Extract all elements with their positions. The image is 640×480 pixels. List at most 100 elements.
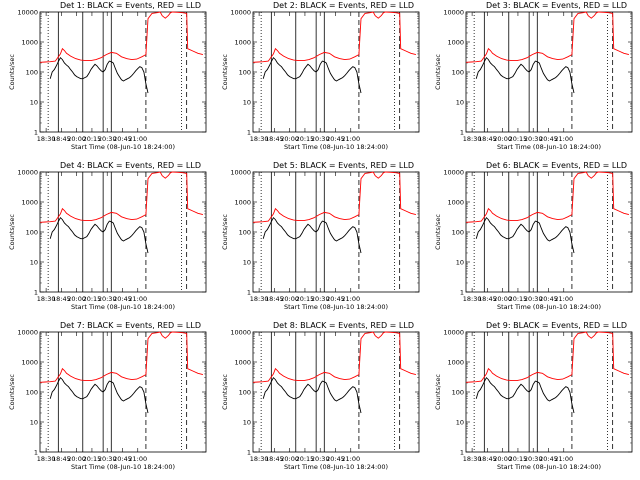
panel-8-x-tick-label: 20:30 bbox=[311, 455, 330, 463]
panel-8-plot-frame bbox=[252, 331, 420, 453]
panel-4-y-tick-label: 100 bbox=[26, 229, 38, 237]
panel-1-x-tick-label: 20:15 bbox=[83, 135, 102, 143]
panel-3-x-tick-label: 20:00 bbox=[493, 135, 512, 143]
panel-8-y-tick-label: 10 bbox=[243, 419, 251, 427]
panel-4-title: Det 4: BLACK = Events, RED = LLD bbox=[60, 161, 201, 170]
panel-7-y-tick-label: 10 bbox=[30, 419, 38, 427]
panel-4-x-tick-label: 18:45 bbox=[52, 295, 71, 303]
panel-2-title: Det 2: BLACK = Events, RED = LLD bbox=[273, 1, 414, 10]
panel-7-x-tick-label: 18:30 bbox=[37, 455, 56, 463]
panel-3-y-tick-label: 1 bbox=[460, 129, 464, 137]
panel-6-plot-frame bbox=[465, 171, 633, 293]
panel-7-x-tick-label: 21:00 bbox=[128, 455, 147, 463]
panel-6-y-tick-label: 1 bbox=[460, 289, 464, 297]
panel-5-x-tick-label: 18:45 bbox=[265, 295, 284, 303]
panel-9-y-axis-label: Counts/sec bbox=[434, 374, 442, 410]
panel-9-y-tick-label: 1000 bbox=[447, 359, 464, 367]
panel-6-y-tick-label: 1000 bbox=[447, 199, 464, 207]
panel-4-x-tick-label: 21:00 bbox=[128, 295, 147, 303]
panel-9-x-tick-label: 20:00 bbox=[493, 455, 512, 463]
panel-8-title: Det 8: BLACK = Events, RED = LLD bbox=[273, 321, 414, 330]
panel-4-y-tick-label: 1 bbox=[34, 289, 38, 297]
panel-4-plot-frame bbox=[39, 171, 207, 293]
panel-7-lld-series-line bbox=[39, 331, 204, 383]
panel-9-y-tick-label: 1 bbox=[460, 449, 464, 457]
panel-7-plot-frame bbox=[39, 331, 207, 453]
panel-8: Det 8: BLACK = Events, RED = LLD 1 10 100 10… bbox=[221, 321, 420, 471]
panel-7-x-tick-label: 20:45 bbox=[113, 455, 132, 463]
panel-4-x-tick-label: 20:15 bbox=[83, 295, 102, 303]
panel-1-y-axis-label: Counts/sec bbox=[8, 54, 16, 90]
panel-8-x-tick-label: 20:00 bbox=[280, 455, 299, 463]
panel-7: Det 7: BLACK = Events, RED = LLD 1 10 100 10… bbox=[8, 321, 207, 471]
panel-3-x-tick-label: 20:30 bbox=[524, 135, 543, 143]
panel-6-x-tick-label: 20:15 bbox=[509, 295, 528, 303]
panel-6-x-tick-label: 20:30 bbox=[524, 295, 543, 303]
panel-2-x-tick-label: 20:30 bbox=[311, 135, 330, 143]
panel-9-x-tick-label: 18:45 bbox=[478, 455, 497, 463]
panel-2-y-axis-label: Counts/sec bbox=[221, 54, 229, 90]
panel-9-events-series-line bbox=[475, 376, 575, 414]
panel-9-x-tick-label: 20:15 bbox=[509, 455, 528, 463]
panel-8-x-tick-label: 21:00 bbox=[341, 455, 360, 463]
panel-2-y-tick-label: 10 bbox=[243, 99, 251, 107]
panel-9-x-tick-label: 20:30 bbox=[524, 455, 543, 463]
panel-8-y-tick-label: 1 bbox=[247, 449, 251, 457]
panel-6-y-tick-label: 10 bbox=[456, 259, 464, 267]
panel-2-plot-frame bbox=[252, 11, 420, 133]
panel-5-x-axis-label: Start Time (08-Jun-10 18:24:00) bbox=[284, 303, 388, 311]
panel-9-title: Det 9: BLACK = Events, RED = LLD bbox=[486, 321, 627, 330]
panel-6: Det 6: BLACK = Events, RED = LLD 1 10 100 10… bbox=[434, 161, 633, 311]
panel-3-x-tick-label: 18:45 bbox=[478, 135, 497, 143]
panel-1-y-tick-label: 10 bbox=[30, 99, 38, 107]
panel-6-x-tick-label: 20:45 bbox=[539, 295, 558, 303]
panel-2-y-tick-label: 100 bbox=[239, 69, 251, 77]
panel-3-x-tick-label: 20:45 bbox=[539, 135, 558, 143]
panel-5-title: Det 5: BLACK = Events, RED = LLD bbox=[273, 161, 414, 170]
panel-7-y-tick-label: 1000 bbox=[21, 359, 38, 367]
panel-5-lld-series-line bbox=[252, 171, 417, 223]
panel-1-x-tick-label: 18:45 bbox=[52, 135, 71, 143]
panel-5-plot-frame bbox=[252, 171, 420, 293]
panel-3-y-tick-label: 10000 bbox=[443, 9, 464, 17]
panel-8-y-tick-label: 10000 bbox=[230, 329, 251, 337]
panel-1-y-tick-label: 100 bbox=[26, 69, 38, 77]
panel-5-x-tick-label: 20:45 bbox=[326, 295, 345, 303]
panel-3-x-tick-label: 21:00 bbox=[554, 135, 573, 143]
panel-2-x-tick-label: 18:30 bbox=[250, 135, 269, 143]
panel-2-x-tick-label: 20:45 bbox=[326, 135, 345, 143]
panel-9-x-tick-label: 18:30 bbox=[463, 455, 482, 463]
panel-8-y-tick-label: 100 bbox=[239, 389, 251, 397]
panel-5-x-tick-label: 21:00 bbox=[341, 295, 360, 303]
panel-5-y-tick-label: 10 bbox=[243, 259, 251, 267]
panel-9-x-tick-label: 20:45 bbox=[539, 455, 558, 463]
panel-2-lld-series-line bbox=[252, 11, 417, 63]
panel-4-y-axis-label: Counts/sec bbox=[8, 214, 16, 250]
panel-2-y-tick-label: 10000 bbox=[230, 9, 251, 17]
panel-8-y-axis-label: Counts/sec bbox=[221, 374, 229, 410]
panel-1: Det 1: BLACK = Events, RED = LLD 1 10 100 10… bbox=[8, 1, 207, 151]
panel-2-x-tick-label: 20:15 bbox=[296, 135, 315, 143]
panel-3-y-axis-label: Counts/sec bbox=[434, 54, 442, 90]
panel-4-events-series-line bbox=[49, 216, 149, 254]
panel-1-y-tick-label: 10000 bbox=[17, 9, 38, 17]
panel-8-x-axis-label: Start Time (08-Jun-10 18:24:00) bbox=[284, 463, 388, 471]
panel-3-events-series-line bbox=[475, 56, 575, 94]
panel-3-title: Det 3: BLACK = Events, RED = LLD bbox=[486, 1, 627, 10]
panel-3-x-axis-label: Start Time (08-Jun-10 18:24:00) bbox=[497, 143, 601, 151]
panel-6-x-tick-label: 18:45 bbox=[478, 295, 497, 303]
panel-4-x-tick-label: 20:30 bbox=[98, 295, 117, 303]
panel-1-title: Det 1: BLACK = Events, RED = LLD bbox=[60, 1, 201, 10]
panel-5-x-tick-label: 20:15 bbox=[296, 295, 315, 303]
panel-4-x-axis-label: Start Time (08-Jun-10 18:24:00) bbox=[71, 303, 175, 311]
panel-3-x-tick-label: 20:15 bbox=[509, 135, 528, 143]
panel-9: Det 9: BLACK = Events, RED = LLD 1 10 100 10… bbox=[434, 321, 633, 471]
panel-7-y-tick-label: 10000 bbox=[17, 329, 38, 337]
panel-5: Det 5: BLACK = Events, RED = LLD 1 10 100 10… bbox=[221, 161, 420, 311]
panel-6-title: Det 6: BLACK = Events, RED = LLD bbox=[486, 161, 627, 170]
panel-7-x-tick-label: 18:45 bbox=[52, 455, 71, 463]
panel-4: Det 4: BLACK = Events, RED = LLD 1 10 100 10… bbox=[8, 161, 207, 311]
panel-7-x-tick-label: 20:00 bbox=[67, 455, 86, 463]
panel-7-x-tick-label: 20:15 bbox=[83, 455, 102, 463]
